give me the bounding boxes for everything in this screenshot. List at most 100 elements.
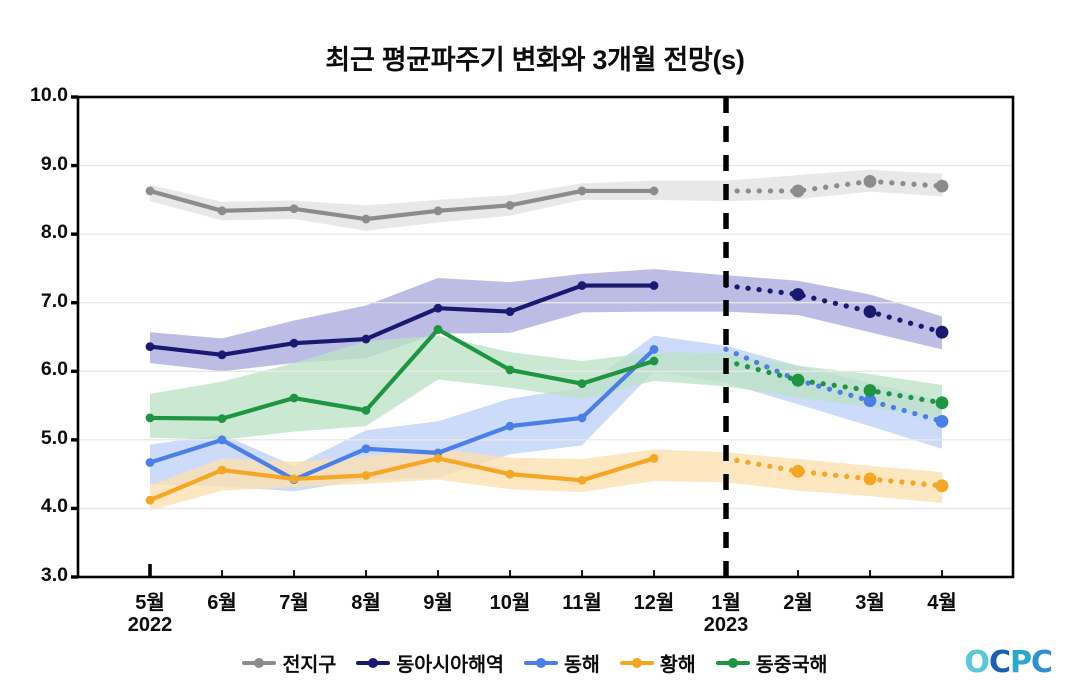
data-point-marker [361, 214, 371, 224]
series-line-observed [147, 456, 657, 503]
legend-label: 동아시아해역 [396, 654, 504, 676]
confidence-bands-layer [150, 169, 942, 511]
series-line-forecast [723, 358, 945, 406]
forecast-point-marker [863, 305, 877, 319]
data-point-marker [505, 365, 515, 375]
forecast-point-marker [935, 179, 949, 193]
data-point-marker [361, 405, 371, 415]
data-point-marker [649, 281, 659, 290]
y-axis-tick-label: 5.0 [40, 426, 68, 449]
legend-dot-icon [727, 657, 738, 668]
x-axis-tick-label: 8월 [351, 592, 381, 614]
legend-item-1[interactable]: 전지구 [242, 648, 336, 677]
confidence-band [150, 448, 942, 511]
data-point-marker [217, 414, 227, 423]
data-point-marker [649, 356, 659, 366]
y-axis-tick-label: 10.0 [30, 84, 68, 106]
logo-letter-c2: C [1030, 645, 1053, 680]
forecast-point-marker [863, 472, 877, 486]
data-point-marker [145, 495, 155, 505]
data-point-marker [361, 334, 371, 344]
data-point-marker [505, 421, 515, 431]
legend-dot-icon [535, 657, 546, 668]
legend-item-4[interactable]: 황해 [619, 648, 696, 677]
data-point-marker [649, 344, 659, 354]
data-point-marker [433, 325, 443, 334]
data-point-marker [145, 458, 155, 467]
legend-dot-icon [368, 657, 379, 668]
ocpc-logo: OCPC [964, 645, 1053, 680]
data-point-marker [505, 307, 515, 317]
legend-item-2[interactable]: 동아시아해역 [356, 648, 504, 677]
forecast-point-marker [863, 174, 877, 188]
forecast-point-marker [935, 396, 949, 410]
data-point-marker [289, 338, 299, 348]
legend-swatch-icon [356, 656, 391, 670]
confidence-band [150, 335, 942, 440]
x-axis-tick-label: 6월 [207, 592, 237, 614]
axis-frame-layer [71, 95, 1015, 579]
legend-item-3[interactable]: 동해 [523, 648, 600, 677]
series-line-observed [147, 327, 657, 421]
logo-letter-c1: C [988, 645, 1011, 680]
data-point-marker [505, 469, 515, 479]
data-point-marker [145, 342, 155, 351]
data-point-marker [433, 206, 443, 216]
x-axis-tick-label: 7월 [279, 592, 309, 614]
x-axis-tick-label: 10월 [489, 592, 531, 614]
data-point-marker [145, 413, 155, 423]
data-point-marker [289, 393, 299, 403]
legend-label: 황해 [659, 654, 696, 676]
data-point-marker [289, 474, 299, 484]
forecast-point-marker [935, 414, 949, 428]
legend-swatch-icon [523, 656, 558, 670]
legend-dot-icon [254, 657, 265, 668]
legend-item-5[interactable]: 동중국해 [715, 648, 828, 677]
data-point-marker [433, 303, 443, 313]
data-point-marker [649, 453, 659, 463]
gridlines-layer [78, 164, 1013, 510]
logo-letter-p: P [1009, 645, 1032, 680]
forecast-point-marker [863, 394, 877, 408]
forecast-point-marker [863, 384, 877, 397]
series-line-observed [147, 188, 657, 222]
y-axis-tick-label: 8.0 [40, 221, 68, 244]
data-point-marker [217, 206, 227, 216]
data-point-marker [505, 200, 515, 210]
data-point-marker [577, 186, 587, 196]
y-axis-tick-label: 4.0 [40, 495, 68, 518]
data-point-marker [217, 465, 227, 475]
x-axis-year-label: 2023 [703, 614, 749, 636]
forecast-point-marker [791, 184, 805, 198]
confidence-band [150, 269, 942, 372]
legend-label: 동중국해 [755, 654, 828, 676]
data-point-marker [577, 379, 587, 389]
series-line-observed [147, 347, 657, 482]
chart-title: 최근 평균파주기 변화와 3개월 전망(s) [325, 45, 745, 75]
series-line-forecast [723, 346, 945, 424]
data-point-marker [649, 186, 659, 196]
data-point-marker [361, 444, 371, 454]
data-point-marker [361, 471, 371, 480]
forecast-point-marker [791, 465, 805, 478]
data-point-marker [577, 281, 587, 290]
legend-label: 동해 [563, 654, 600, 676]
x-axis-tick-label: 12월 [633, 592, 675, 614]
axis-frame [76, 95, 1015, 579]
series-line-forecast [723, 455, 945, 489]
y-axis-tick-label: 3.0 [40, 564, 68, 586]
data-point-marker [217, 350, 227, 360]
data-point-marker [577, 475, 587, 485]
logo-letter-o: O [964, 645, 989, 680]
forecast-point-marker [791, 288, 805, 301]
x-axis-tick-label: 3월 [855, 592, 885, 614]
y-axis-tick-label: 9.0 [40, 152, 68, 175]
data-point-marker [433, 453, 443, 463]
x-axis-year-label: 2022 [127, 614, 173, 636]
legend-swatch-icon [242, 656, 277, 670]
x-axis-tick-label: 11월 [562, 592, 602, 614]
x-axis-tick-label: 2월 [783, 592, 813, 614]
chart-legend: 전지구 동아시아해역 동해 황해 동중국해 [0, 648, 1070, 677]
series-lines-layer [145, 174, 949, 505]
